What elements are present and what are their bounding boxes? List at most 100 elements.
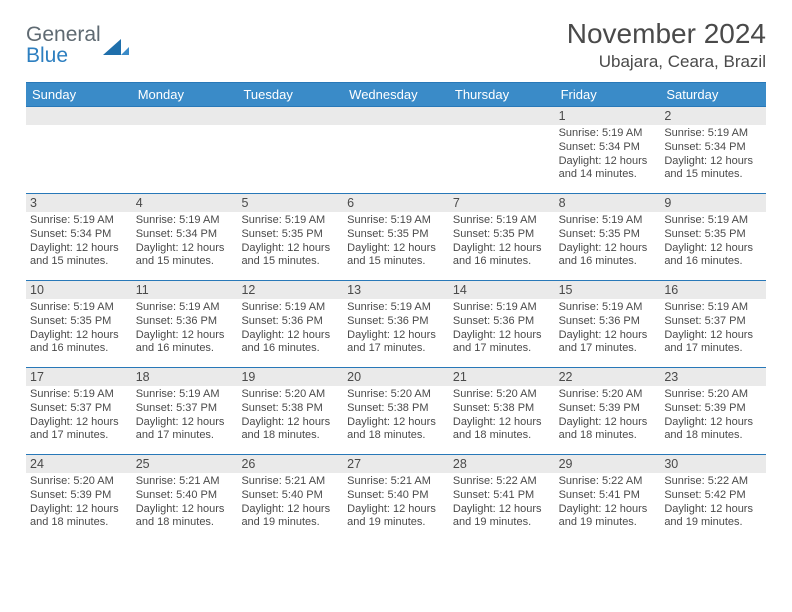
- page: General Blue November 2024 Ubajara, Cear…: [0, 0, 792, 549]
- day-header: Wednesday: [343, 83, 449, 106]
- day-number: 23: [660, 368, 766, 386]
- day-cell: 2Sunrise: 5:19 AMSunset: 5:34 PMDaylight…: [660, 107, 766, 193]
- day-cell: 1Sunrise: 5:19 AMSunset: 5:34 PMDaylight…: [555, 107, 661, 193]
- day-header: Saturday: [660, 83, 766, 106]
- day-content: Sunrise: 5:20 AMSunset: 5:39 PMDaylight:…: [660, 386, 766, 447]
- day-number: 8: [555, 194, 661, 212]
- day-cell: 9Sunrise: 5:19 AMSunset: 5:35 PMDaylight…: [660, 194, 766, 280]
- calendar: SundayMondayTuesdayWednesdayThursdayFrid…: [26, 82, 766, 541]
- day-content: [237, 125, 343, 131]
- page-subtitle: Ubajara, Ceara, Brazil: [567, 52, 766, 72]
- day-cell: 28Sunrise: 5:22 AMSunset: 5:41 PMDayligh…: [449, 455, 555, 541]
- day-cell: 21Sunrise: 5:20 AMSunset: 5:38 PMDayligh…: [449, 368, 555, 454]
- day-number: 25: [132, 455, 238, 473]
- day-number: 2: [660, 107, 766, 125]
- day-number: [132, 107, 238, 125]
- day-content: Sunrise: 5:19 AMSunset: 5:37 PMDaylight:…: [26, 386, 132, 447]
- day-content: Sunrise: 5:20 AMSunset: 5:38 PMDaylight:…: [449, 386, 555, 447]
- logo: General Blue: [26, 24, 131, 66]
- day-number: 16: [660, 281, 766, 299]
- day-number: 27: [343, 455, 449, 473]
- day-cell: 7Sunrise: 5:19 AMSunset: 5:35 PMDaylight…: [449, 194, 555, 280]
- page-title: November 2024: [567, 18, 766, 50]
- day-cell: 30Sunrise: 5:22 AMSunset: 5:42 PMDayligh…: [660, 455, 766, 541]
- day-number: 26: [237, 455, 343, 473]
- day-number: 5: [237, 194, 343, 212]
- day-number: [343, 107, 449, 125]
- day-cell: [132, 107, 238, 193]
- day-number: 7: [449, 194, 555, 212]
- day-number: 30: [660, 455, 766, 473]
- day-content: [449, 125, 555, 131]
- sail-icon: [101, 37, 131, 55]
- week-row: 1Sunrise: 5:19 AMSunset: 5:34 PMDaylight…: [26, 106, 766, 193]
- day-header: Friday: [555, 83, 661, 106]
- day-content: Sunrise: 5:22 AMSunset: 5:41 PMDaylight:…: [555, 473, 661, 534]
- day-header: Thursday: [449, 83, 555, 106]
- day-content: Sunrise: 5:19 AMSunset: 5:35 PMDaylight:…: [343, 212, 449, 273]
- day-content: Sunrise: 5:20 AMSunset: 5:39 PMDaylight:…: [555, 386, 661, 447]
- day-cell: 12Sunrise: 5:19 AMSunset: 5:36 PMDayligh…: [237, 281, 343, 367]
- day-content: Sunrise: 5:19 AMSunset: 5:36 PMDaylight:…: [449, 299, 555, 360]
- day-number: 10: [26, 281, 132, 299]
- day-cell: 23Sunrise: 5:20 AMSunset: 5:39 PMDayligh…: [660, 368, 766, 454]
- header: General Blue November 2024 Ubajara, Cear…: [26, 18, 766, 72]
- day-content: Sunrise: 5:19 AMSunset: 5:35 PMDaylight:…: [660, 212, 766, 273]
- day-content: Sunrise: 5:19 AMSunset: 5:37 PMDaylight:…: [660, 299, 766, 360]
- day-number: 4: [132, 194, 238, 212]
- day-cell: 15Sunrise: 5:19 AMSunset: 5:36 PMDayligh…: [555, 281, 661, 367]
- day-number: 18: [132, 368, 238, 386]
- day-number: 19: [237, 368, 343, 386]
- day-content: Sunrise: 5:19 AMSunset: 5:34 PMDaylight:…: [26, 212, 132, 273]
- week-row: 3Sunrise: 5:19 AMSunset: 5:34 PMDaylight…: [26, 193, 766, 280]
- day-cell: [26, 107, 132, 193]
- day-number: 1: [555, 107, 661, 125]
- day-cell: 10Sunrise: 5:19 AMSunset: 5:35 PMDayligh…: [26, 281, 132, 367]
- day-number: [237, 107, 343, 125]
- day-number: 11: [132, 281, 238, 299]
- day-cell: 5Sunrise: 5:19 AMSunset: 5:35 PMDaylight…: [237, 194, 343, 280]
- day-content: Sunrise: 5:19 AMSunset: 5:35 PMDaylight:…: [26, 299, 132, 360]
- day-number: 28: [449, 455, 555, 473]
- day-content: Sunrise: 5:19 AMSunset: 5:34 PMDaylight:…: [660, 125, 766, 186]
- day-number: 3: [26, 194, 132, 212]
- day-content: [132, 125, 238, 131]
- day-content: Sunrise: 5:21 AMSunset: 5:40 PMDaylight:…: [237, 473, 343, 534]
- day-content: Sunrise: 5:21 AMSunset: 5:40 PMDaylight:…: [343, 473, 449, 534]
- day-cell: 13Sunrise: 5:19 AMSunset: 5:36 PMDayligh…: [343, 281, 449, 367]
- day-content: Sunrise: 5:20 AMSunset: 5:38 PMDaylight:…: [343, 386, 449, 447]
- day-content: Sunrise: 5:20 AMSunset: 5:38 PMDaylight:…: [237, 386, 343, 447]
- logo-text: General Blue: [26, 24, 101, 66]
- day-number: 14: [449, 281, 555, 299]
- title-block: November 2024 Ubajara, Ceara, Brazil: [567, 18, 766, 72]
- day-header: Sunday: [26, 83, 132, 106]
- day-content: Sunrise: 5:20 AMSunset: 5:39 PMDaylight:…: [26, 473, 132, 534]
- logo-word1: General: [26, 23, 101, 46]
- day-cell: 24Sunrise: 5:20 AMSunset: 5:39 PMDayligh…: [26, 455, 132, 541]
- day-content: [343, 125, 449, 131]
- day-number: [449, 107, 555, 125]
- day-content: Sunrise: 5:19 AMSunset: 5:36 PMDaylight:…: [555, 299, 661, 360]
- day-number: 22: [555, 368, 661, 386]
- day-number: 6: [343, 194, 449, 212]
- day-cell: 22Sunrise: 5:20 AMSunset: 5:39 PMDayligh…: [555, 368, 661, 454]
- day-cell: 11Sunrise: 5:19 AMSunset: 5:36 PMDayligh…: [132, 281, 238, 367]
- day-cell: 17Sunrise: 5:19 AMSunset: 5:37 PMDayligh…: [26, 368, 132, 454]
- day-cell: 25Sunrise: 5:21 AMSunset: 5:40 PMDayligh…: [132, 455, 238, 541]
- day-content: Sunrise: 5:21 AMSunset: 5:40 PMDaylight:…: [132, 473, 238, 534]
- day-cell: 8Sunrise: 5:19 AMSunset: 5:35 PMDaylight…: [555, 194, 661, 280]
- day-content: Sunrise: 5:19 AMSunset: 5:37 PMDaylight:…: [132, 386, 238, 447]
- day-cell: 16Sunrise: 5:19 AMSunset: 5:37 PMDayligh…: [660, 281, 766, 367]
- day-content: Sunrise: 5:19 AMSunset: 5:36 PMDaylight:…: [237, 299, 343, 360]
- day-cell: 6Sunrise: 5:19 AMSunset: 5:35 PMDaylight…: [343, 194, 449, 280]
- logo-word2: Blue: [26, 44, 68, 67]
- day-cell: 18Sunrise: 5:19 AMSunset: 5:37 PMDayligh…: [132, 368, 238, 454]
- day-number: 12: [237, 281, 343, 299]
- day-cell: 3Sunrise: 5:19 AMSunset: 5:34 PMDaylight…: [26, 194, 132, 280]
- day-content: Sunrise: 5:19 AMSunset: 5:35 PMDaylight:…: [555, 212, 661, 273]
- day-content: Sunrise: 5:22 AMSunset: 5:41 PMDaylight:…: [449, 473, 555, 534]
- day-content: Sunrise: 5:19 AMSunset: 5:34 PMDaylight:…: [555, 125, 661, 186]
- day-number: 15: [555, 281, 661, 299]
- day-number: 21: [449, 368, 555, 386]
- day-number: 9: [660, 194, 766, 212]
